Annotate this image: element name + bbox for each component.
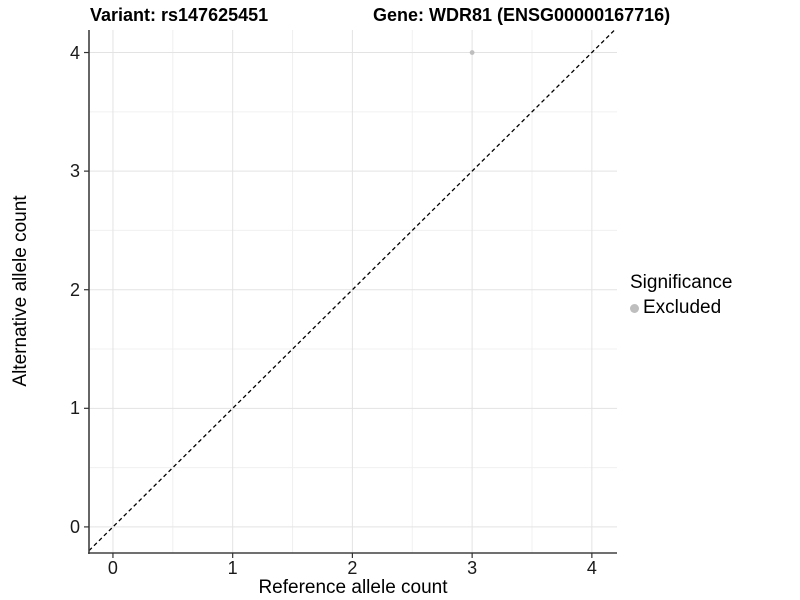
- y-tick-label: 1: [69, 398, 80, 419]
- x-axis-title: Reference allele count: [258, 577, 448, 598]
- legend-item-excluded: Excluded: [630, 297, 732, 319]
- legend-title: Significance: [630, 272, 733, 293]
- y-axis-title: Alternative allele count: [10, 195, 31, 387]
- excluded-point-icon: [630, 303, 639, 313]
- x-tick-label: 2: [347, 558, 358, 578]
- x-tick-label: 3: [467, 558, 478, 578]
- x-tick-label: 4: [586, 558, 597, 578]
- legend: Significance Excluded: [630, 272, 732, 319]
- identity-line: [88, 29, 616, 552]
- y-tick-label: 0: [69, 516, 80, 537]
- x-tick-label: 1: [227, 558, 238, 578]
- y-tick-label: 4: [69, 42, 80, 63]
- data-point: [469, 50, 475, 55]
- x-tick-label: 0: [107, 558, 118, 578]
- y-tick-label: 3: [69, 161, 80, 182]
- y-tick-label: 2: [69, 279, 80, 300]
- variant-title: Variant: rs147625451: [90, 5, 269, 25]
- gene-title: Gene: WDR81 (ENSG00000167716): [373, 5, 671, 25]
- legend-item-label: Excluded: [643, 297, 722, 318]
